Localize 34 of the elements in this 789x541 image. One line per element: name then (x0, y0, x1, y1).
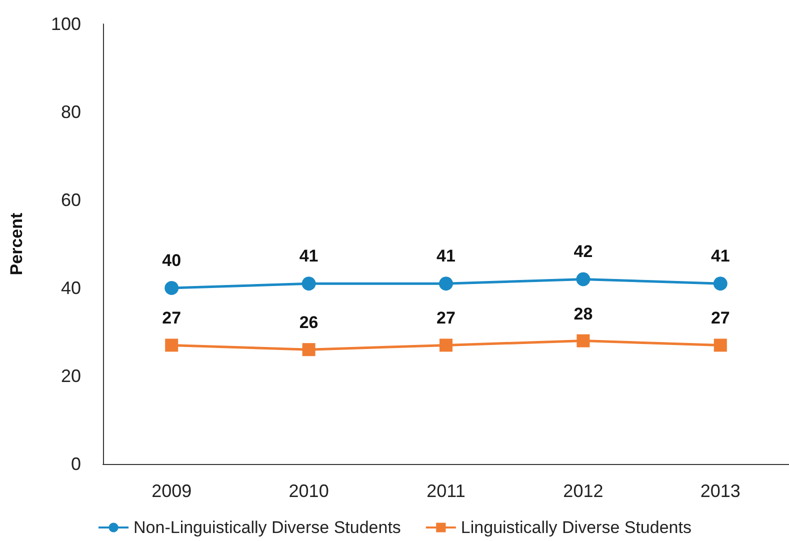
point (440, 338, 452, 352)
y-tick-label: 80 (60, 102, 81, 122)
legend-label: Non-Linguistically Diverse Students (134, 518, 401, 537)
y-tick-label: 0 (70, 454, 81, 474)
data-label: 42 (574, 242, 593, 262)
y-axis-title: Percent (7, 212, 26, 276)
legend-label: Linguistically Diverse Students (460, 518, 692, 537)
data-label: 40 (162, 251, 182, 270)
data-label: 41 (299, 246, 318, 266)
x-tick-label: 2013 (700, 481, 740, 501)
data-label: 41 (710, 246, 730, 266)
point (714, 338, 727, 352)
point (164, 281, 179, 295)
point (576, 334, 590, 348)
data-label: 27 (162, 308, 182, 328)
x-tick-label: 2011 (426, 481, 466, 501)
data-label: 28 (574, 304, 593, 324)
y-tick-label: 40 (60, 278, 81, 298)
data-label: 26 (299, 313, 318, 332)
y-tick-label: 60 (60, 190, 81, 210)
point (713, 276, 728, 291)
point (165, 338, 178, 352)
point (302, 276, 316, 291)
point (576, 272, 590, 286)
y-tick-label: 20 (60, 366, 81, 386)
data-label: 27 (710, 308, 730, 328)
point (302, 343, 316, 356)
point (439, 276, 453, 291)
data-label: 27 (436, 308, 456, 328)
x-tick-label: 2010 (288, 481, 329, 501)
y-tick-label: 100 (50, 14, 81, 34)
data-label: 41 (436, 246, 456, 266)
x-tick-label: 2009 (152, 481, 192, 501)
x-tick-label: 2012 (563, 481, 604, 501)
